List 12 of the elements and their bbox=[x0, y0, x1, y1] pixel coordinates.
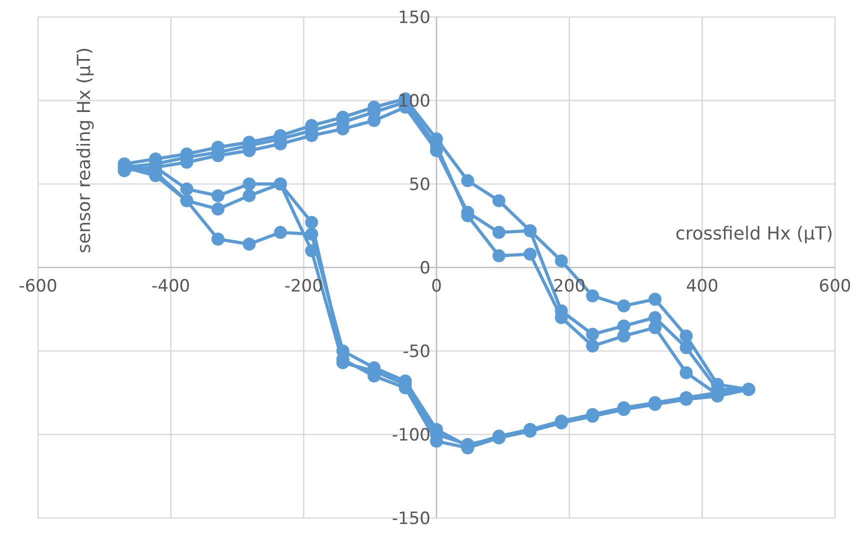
x-tick-label: -600 bbox=[18, 276, 58, 296]
x-tick-label: -400 bbox=[152, 276, 190, 296]
y-tick-label: 0 bbox=[420, 258, 430, 278]
x-tick-label: 400 bbox=[686, 276, 718, 296]
x-axis-title: crossfield Hx (µT) bbox=[675, 224, 833, 244]
y-tick-label: 150 bbox=[398, 8, 430, 28]
y-tick-label: -150 bbox=[392, 508, 430, 529]
y-axis-title: sensor reading Hx (µT) bbox=[74, 47, 95, 254]
y-tick-label: -50 bbox=[402, 342, 430, 362]
y-tick-label: -100 bbox=[392, 425, 430, 446]
x-tick-label: 600 bbox=[818, 276, 852, 296]
y-tick-label: 50 bbox=[408, 174, 430, 195]
